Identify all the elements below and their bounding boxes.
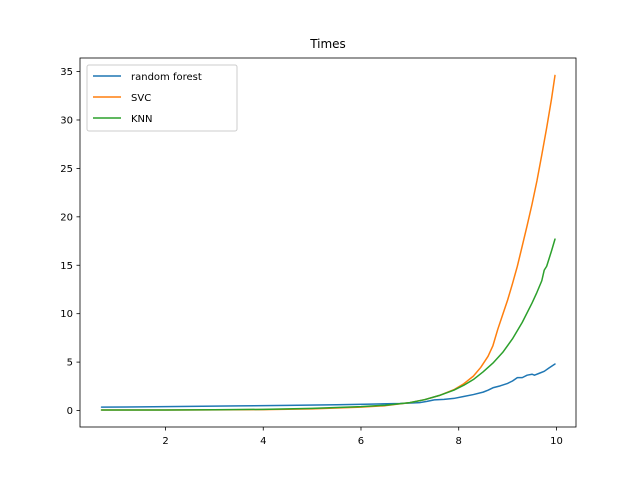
x-tick-label: 10 <box>550 436 563 447</box>
y-tick-label: 15 <box>60 261 73 272</box>
x-tick-label: 2 <box>162 436 168 447</box>
y-tick-label: 35 <box>60 67 73 78</box>
legend-label: SVC <box>131 93 151 104</box>
x-axis: 2 4 6 8 10 <box>162 427 563 447</box>
legend-label: random forest <box>131 72 202 83</box>
y-axis: 0 5 10 15 20 25 30 35 <box>60 67 80 417</box>
y-tick-label: 20 <box>60 212 73 223</box>
legend-label: KNN <box>131 114 153 125</box>
x-tick-label: 6 <box>358 436 364 447</box>
y-tick-label: 5 <box>67 358 73 369</box>
plot-area <box>100 74 556 411</box>
series-line-random-forest <box>100 363 556 408</box>
x-tick-label: 4 <box>260 436 266 447</box>
y-tick-label: 0 <box>67 406 73 417</box>
y-tick-label: 10 <box>60 309 73 320</box>
series-line-knn <box>100 238 556 411</box>
x-tick-label: 8 <box>456 436 462 447</box>
y-tick-label: 25 <box>60 164 73 175</box>
legend: random forest SVC KNN <box>86 64 238 132</box>
y-tick-label: 30 <box>60 115 73 126</box>
chart-title: Times <box>309 37 346 51</box>
legend-box <box>86 64 238 132</box>
axes-frame <box>79 57 577 428</box>
